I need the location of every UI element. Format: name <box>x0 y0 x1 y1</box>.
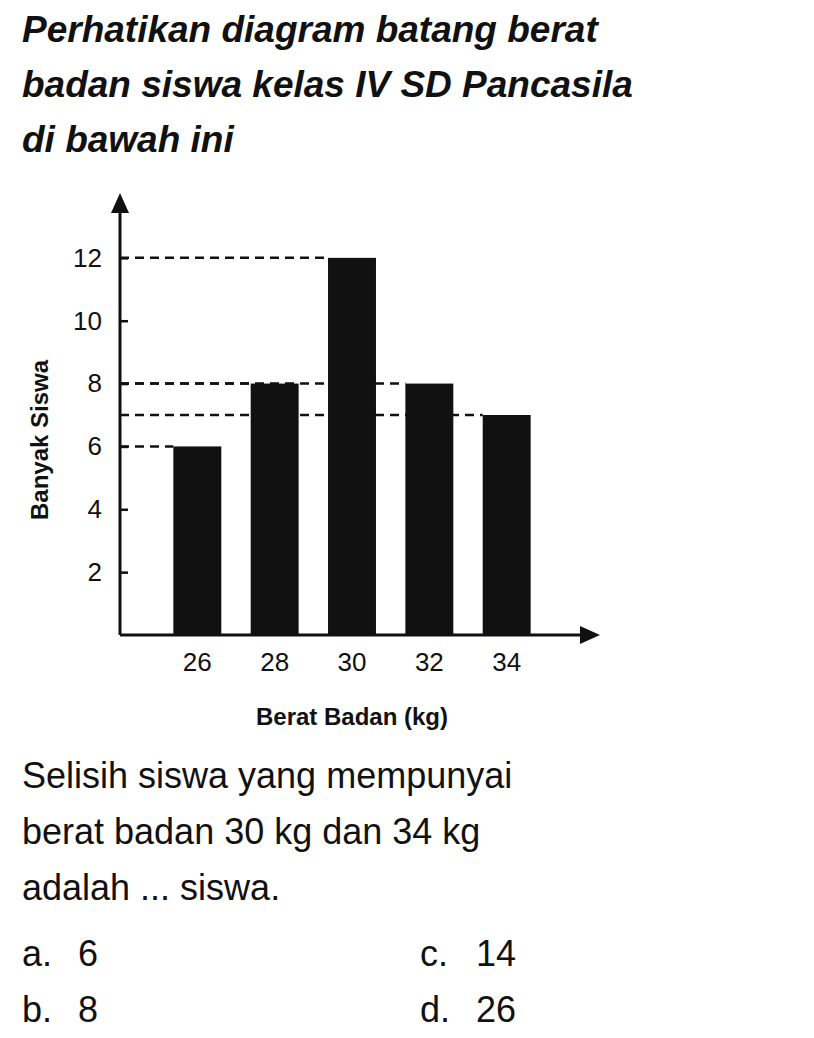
x-tick: 28 <box>260 635 289 677</box>
y-axis-line <box>119 199 122 635</box>
y-tick: 4 <box>88 494 128 524</box>
y-tick-label: 12 <box>73 243 102 273</box>
x-tick-label: 28 <box>260 647 289 677</box>
option-letter: c. <box>420 933 448 974</box>
option-text: 6 <box>78 933 98 974</box>
guide-line <box>120 257 328 260</box>
page: Perhatikan diagram batang berat badan sis… <box>0 0 814 1038</box>
y-tick-label: 4 <box>88 494 102 524</box>
option: a. 6 <box>22 933 98 974</box>
option-letter: d. <box>420 989 450 1030</box>
y-tick-mark <box>120 571 128 574</box>
y-tick-mark <box>120 320 128 323</box>
x-axis: 26 28 30 32 34 <box>120 635 594 677</box>
plot-area <box>120 258 531 635</box>
y-tick-mark <box>120 383 128 386</box>
y-tick-mark <box>120 446 128 449</box>
y-tick-mark <box>120 257 128 260</box>
x-axis-arrow <box>580 626 600 644</box>
bar <box>483 415 531 635</box>
option-text: 14 <box>476 933 516 974</box>
x-tick-label: 30 <box>338 647 367 677</box>
option-text: 26 <box>476 989 516 1030</box>
heading-line: badan siswa kelas IV SD Pancasila <box>22 64 633 105</box>
x-tick: 34 <box>492 635 521 677</box>
y-tick-label: 2 <box>88 557 102 587</box>
heading-line: di bawah ini <box>22 119 234 160</box>
question-line: adalah ... siswa. <box>22 867 280 908</box>
question-line: Selisih siswa yang mempunyai <box>22 755 512 796</box>
guide-line <box>120 445 173 448</box>
y-tick: 6 <box>88 431 128 461</box>
x-axis-line <box>120 634 594 637</box>
option: c. 14 <box>420 933 516 974</box>
x-tick: 26 <box>183 635 212 677</box>
option: d. 26 <box>420 989 516 1030</box>
bar <box>173 446 221 635</box>
y-tick-label: 10 <box>73 306 102 336</box>
x-tick: 30 <box>338 635 367 677</box>
y-tick-label: 6 <box>88 431 102 461</box>
y-tick: 12 <box>73 243 128 273</box>
option-letter: b. <box>22 989 52 1030</box>
y-tick: 2 <box>88 557 128 587</box>
option-letter: a. <box>22 933 52 974</box>
y-tick: 8 <box>88 368 128 398</box>
x-tick: 32 <box>415 635 444 677</box>
heading-line: Perhatikan diagram batang berat <box>22 9 599 50</box>
y-tick-label: 8 <box>88 368 102 398</box>
bar <box>328 258 376 635</box>
bar <box>405 384 453 635</box>
x-tick-label: 26 <box>183 647 212 677</box>
x-axis-title: Berat Badan (kg) <box>256 703 448 730</box>
option-text: 8 <box>78 989 98 1030</box>
question-line: berat badan 30 kg dan 34 kg <box>22 811 480 852</box>
bar <box>251 384 299 635</box>
y-axis: 2 4 6 8 10 12 <box>73 199 128 635</box>
y-tick: 10 <box>73 306 128 336</box>
x-tick-label: 34 <box>492 647 521 677</box>
x-tick-label: 32 <box>415 647 444 677</box>
option: b. 8 <box>22 989 98 1030</box>
y-axis-title: Banyak Siswa <box>26 359 53 520</box>
y-axis-arrow <box>111 193 129 213</box>
y-tick-mark <box>120 509 128 512</box>
